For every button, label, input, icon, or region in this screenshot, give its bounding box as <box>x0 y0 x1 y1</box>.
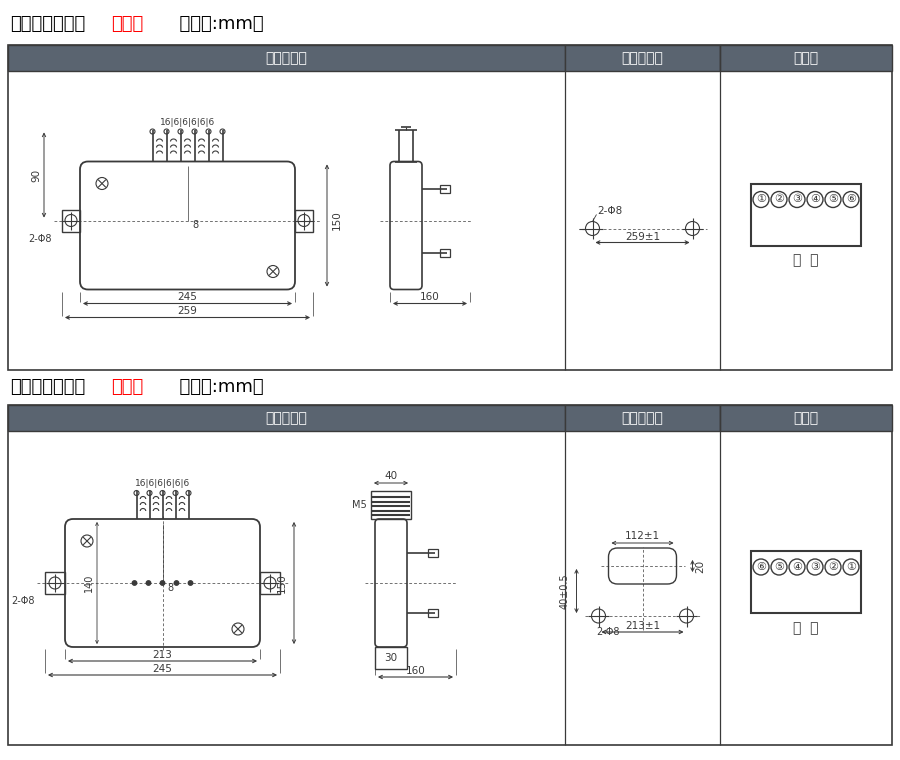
Text: ②: ② <box>774 195 784 204</box>
Text: 安装开孔图: 安装开孔图 <box>622 51 663 65</box>
Bar <box>62 210 80 232</box>
Text: 2-Φ8: 2-Φ8 <box>29 233 52 243</box>
Text: 259: 259 <box>177 306 197 316</box>
Text: ②: ② <box>828 562 838 572</box>
Text: 单相过流凸出式: 单相过流凸出式 <box>10 378 86 396</box>
Text: ③: ③ <box>810 562 820 572</box>
Text: ④: ④ <box>792 562 802 572</box>
Text: 245: 245 <box>177 293 197 302</box>
Text: 2-Φ8: 2-Φ8 <box>598 205 623 216</box>
Bar <box>440 249 450 257</box>
Text: 112±1: 112±1 <box>625 531 660 541</box>
Text: ①: ① <box>846 562 856 572</box>
Bar <box>371 491 411 519</box>
Text: 213: 213 <box>153 650 173 660</box>
Text: 后接线: 后接线 <box>111 378 143 396</box>
Circle shape <box>147 581 150 585</box>
Text: 8: 8 <box>167 583 174 593</box>
Text: ⑤: ⑤ <box>774 562 784 572</box>
Text: 2-Φ8: 2-Φ8 <box>597 627 620 637</box>
Text: 40±0.5: 40±0.5 <box>560 573 570 609</box>
Bar <box>45 572 65 594</box>
Text: 150: 150 <box>332 211 342 230</box>
Bar <box>295 210 313 232</box>
Text: 前接线: 前接线 <box>111 15 143 33</box>
Text: ⑥: ⑥ <box>756 562 766 572</box>
Text: 前  视: 前 视 <box>793 254 819 268</box>
Text: 245: 245 <box>153 664 173 674</box>
Text: 160: 160 <box>420 293 440 302</box>
Text: （单位:mm）: （单位:mm） <box>168 15 264 33</box>
Bar <box>565 405 720 431</box>
Circle shape <box>132 581 137 585</box>
Text: ③: ③ <box>792 195 802 204</box>
Text: 单相过流凸出式: 单相过流凸出式 <box>10 15 86 33</box>
Bar <box>720 45 892 71</box>
Text: 2-Φ8: 2-Φ8 <box>12 596 35 606</box>
Bar <box>260 572 280 594</box>
Text: 16|6|6|6|6|6: 16|6|6|6|6|6 <box>135 480 190 489</box>
Text: 外形尺寸图: 外形尺寸图 <box>266 411 308 425</box>
Bar <box>8 45 565 71</box>
Text: ⑥: ⑥ <box>846 195 856 204</box>
Text: 30: 30 <box>384 653 398 663</box>
Text: 背  视: 背 视 <box>793 621 819 635</box>
Bar <box>8 405 565 431</box>
Bar <box>751 183 861 245</box>
Text: 213±1: 213±1 <box>625 621 660 631</box>
Text: 外形尺寸图: 外形尺寸图 <box>266 51 308 65</box>
Text: 16|6|6|6|6|6: 16|6|6|6|6|6 <box>160 118 215 127</box>
Text: ⑤: ⑤ <box>828 195 838 204</box>
Text: ①: ① <box>756 195 766 204</box>
Text: 端子图: 端子图 <box>794 411 819 425</box>
Bar <box>720 405 892 431</box>
Bar <box>8 45 892 370</box>
Bar <box>751 551 861 613</box>
Text: 90: 90 <box>31 169 41 182</box>
Bar <box>440 185 450 192</box>
Text: 端子图: 端子图 <box>794 51 819 65</box>
Text: 150: 150 <box>277 573 287 593</box>
Bar <box>375 647 407 669</box>
Text: 20: 20 <box>696 559 706 572</box>
Text: ④: ④ <box>810 195 820 204</box>
Text: M5: M5 <box>352 500 367 510</box>
Text: 8: 8 <box>193 220 199 230</box>
Bar <box>565 45 720 71</box>
Bar <box>8 405 892 745</box>
Circle shape <box>160 581 165 585</box>
Text: 259±1: 259±1 <box>625 232 660 242</box>
Bar <box>428 609 438 617</box>
Bar <box>428 549 438 557</box>
Text: 160: 160 <box>406 666 426 676</box>
Text: 40: 40 <box>384 471 398 481</box>
Circle shape <box>188 581 193 585</box>
Text: （单位:mm）: （单位:mm） <box>168 378 264 396</box>
Text: 安装开孔图: 安装开孔图 <box>622 411 663 425</box>
Circle shape <box>175 581 179 585</box>
Text: 140: 140 <box>84 574 94 592</box>
